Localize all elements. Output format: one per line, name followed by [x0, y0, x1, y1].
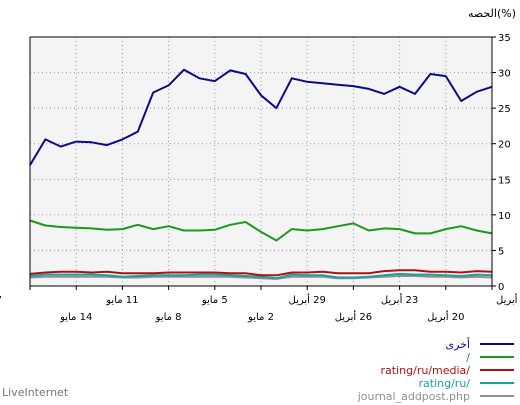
x-tick-label: 29 أبريل [289, 293, 326, 306]
x-tick-label: 5 مايو [201, 295, 228, 306]
y-axis-ticks: 0 5 10 15 20 25 30 35 [492, 33, 511, 293]
y-tick-label: 10 [498, 211, 511, 222]
y-tick-label: 0 [498, 282, 504, 293]
series-lines [29, 68, 493, 280]
series-line [29, 272, 493, 280]
series-line [29, 68, 493, 166]
legend: أخرى/rating/ru/media/rating/ru/journal_a… [357, 337, 514, 403]
y-tick-label: 30 [498, 69, 511, 80]
x-tick-label: 17 مايو [0, 295, 2, 306]
x-tick-label: 20 أبريل [427, 310, 464, 323]
y-tick-label: 25 [498, 104, 511, 115]
y-tick-label: 5 [498, 246, 504, 257]
y-axis-title: الحصه(%) [468, 7, 516, 20]
series-line [29, 219, 493, 242]
x-tick-label: 2 مايو [247, 312, 274, 323]
grid-lines [30, 37, 492, 286]
x-tick-label: 23 أبريل [381, 293, 418, 306]
x-tick-label: 11 مايو [105, 295, 138, 306]
x-tick-label: 26 أبريل [335, 310, 372, 323]
legend-label: rating/ru/ [419, 377, 471, 390]
footer-brand: LiveInternet [2, 386, 69, 399]
legend-label: أخرى [445, 337, 470, 351]
legend-label: rating/ru/media/ [381, 364, 471, 377]
series-line [29, 275, 493, 280]
y-tick-label: 20 [498, 140, 511, 151]
x-tick-label: 17 أبريل [496, 293, 520, 306]
legend-label: journal_addpost.php [357, 390, 470, 403]
x-axis-ticks: 17 أبريل 20 أبريل 23 أبريل 26 أبريل 29 أبريل… [0, 286, 520, 323]
x-tick-label: 8 مايو [155, 312, 182, 323]
y-tick-label: 35 [498, 33, 511, 44]
x-tick-label: 14 مايو [59, 312, 92, 323]
series-line [29, 269, 493, 277]
legend-label: / [466, 351, 470, 364]
y-tick-label: 15 [498, 175, 511, 186]
